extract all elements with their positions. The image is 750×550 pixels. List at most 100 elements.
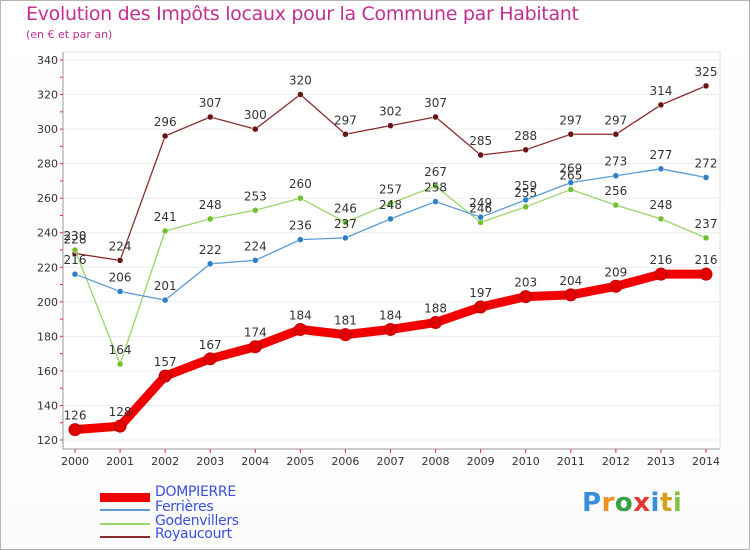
data-point-royaucourt [477, 151, 484, 159]
data-point-godenvillers [297, 194, 304, 202]
legend-swatch-ferrieres [100, 509, 150, 511]
data-point-godenvillers [206, 215, 214, 223]
brand-letter: x [633, 488, 651, 518]
data-point-ferrieres [161, 296, 169, 304]
data-point-godenvillers [161, 227, 169, 235]
data-point-royaucourt [702, 82, 710, 90]
data-label-dompierre: 204 [559, 274, 582, 288]
data-label-royaucourt: 302 [379, 105, 402, 119]
data-point-royaucourt [612, 131, 620, 138]
x-tick-label: 2000 [61, 455, 89, 468]
brand-logo: Proxiti [582, 488, 682, 518]
data-point-royaucourt [161, 132, 169, 140]
data-point-godenvillers [252, 207, 259, 214]
data-label-dompierre: 184 [289, 308, 312, 322]
data-label-ferrieres: 236 [289, 219, 312, 233]
plot-area [62, 51, 721, 450]
legend-label-dompierre: DOMPIERRE [155, 484, 236, 500]
data-label-godenvillers: 164 [109, 343, 132, 357]
data-label-godenvillers: 246 [469, 201, 492, 215]
legend-swatch-dompierre [100, 493, 150, 502]
data-point-ferrieres [297, 236, 304, 243]
y-tick-label: 180 [37, 330, 58, 343]
data-label-royaucourt: 297 [604, 113, 627, 127]
x-tick-label: 2003 [196, 455, 224, 468]
y-tick-label: 120 [37, 434, 58, 447]
data-label-dompierre: 181 [334, 314, 357, 328]
data-point-dompierre [654, 267, 668, 281]
data-point-ferrieres [657, 165, 665, 173]
data-label-godenvillers: 248 [649, 198, 672, 212]
data-point-ferrieres [432, 198, 439, 205]
x-tick-label: 2005 [286, 455, 314, 468]
data-point-ferrieres [71, 270, 79, 278]
data-point-dompierre [519, 290, 533, 304]
data-label-royaucourt: 307 [424, 96, 447, 110]
data-label-dompierre: 203 [514, 276, 537, 290]
data-point-ferrieres [612, 172, 620, 179]
data-label-godenvillers: 230 [64, 229, 87, 243]
data-point-ferrieres [522, 196, 529, 204]
legend-label-royaucourt: Royaucourt [155, 526, 232, 542]
data-point-royaucourt [567, 131, 575, 138]
data-label-royaucourt: 297 [559, 113, 582, 127]
brand-letter: i [672, 488, 683, 518]
y-tick-label: 260 [37, 192, 58, 205]
data-label-dompierre: 167 [199, 338, 222, 352]
data-point-royaucourt [387, 122, 394, 129]
x-tick-label: 2004 [241, 455, 269, 468]
data-label-ferrieres: 258 [424, 181, 447, 195]
data-point-ferrieres [252, 257, 259, 264]
brand-letter: P [582, 488, 602, 518]
y-tick-label: 320 [37, 89, 58, 102]
data-label-ferrieres: 277 [649, 148, 672, 162]
data-label-royaucourt: 320 [289, 74, 312, 88]
data-point-ferrieres [116, 288, 124, 295]
data-point-ferrieres [702, 174, 710, 181]
data-point-dompierre [564, 288, 578, 302]
data-label-godenvillers: 248 [199, 198, 222, 212]
brand-letter: r [601, 488, 615, 518]
data-point-dompierre [338, 328, 352, 342]
data-point-royaucourt [432, 113, 439, 121]
data-point-royaucourt [252, 125, 259, 133]
y-tick-label: 140 [37, 399, 58, 412]
data-point-godenvillers [702, 234, 710, 242]
data-label-ferrieres: 273 [604, 155, 627, 169]
data-label-royaucourt: 314 [649, 84, 672, 98]
x-tick-label: 2013 [647, 455, 675, 468]
y-tick-label: 300 [37, 123, 58, 136]
data-label-ferrieres: 206 [109, 270, 132, 284]
data-point-godenvillers [522, 203, 529, 211]
data-label-royaucourt: 224 [109, 239, 132, 253]
data-label-dompierre: 216 [649, 253, 672, 267]
data-point-dompierre [203, 352, 217, 366]
data-point-royaucourt [206, 113, 214, 121]
legend-swatch-royaucourt [100, 536, 150, 538]
x-tick-label: 2009 [467, 455, 495, 468]
x-tick-label: 2002 [151, 455, 179, 468]
data-label-dompierre: 188 [424, 302, 447, 316]
data-point-godenvillers [612, 201, 620, 209]
data-label-dompierre: 216 [695, 253, 718, 267]
x-tick-label: 2008 [422, 455, 450, 468]
y-tick-label: 220 [37, 261, 58, 274]
data-point-ferrieres [387, 215, 394, 223]
data-label-godenvillers: 246 [334, 201, 357, 215]
brand-letter: t [659, 488, 673, 518]
data-label-godenvillers: 237 [695, 217, 718, 231]
data-point-ferrieres [567, 179, 575, 186]
data-label-dompierre: 184 [379, 308, 402, 322]
data-label-godenvillers: 255 [514, 186, 537, 200]
data-point-dompierre [293, 322, 307, 336]
data-point-dompierre [699, 267, 713, 281]
data-point-godenvillers [432, 182, 439, 190]
data-label-ferrieres: 201 [154, 279, 177, 293]
data-label-ferrieres: 216 [64, 253, 87, 267]
x-tick-label: 2010 [512, 455, 540, 468]
data-label-godenvillers: 241 [154, 210, 177, 224]
data-point-dompierre [113, 419, 127, 433]
data-label-dompierre: 209 [604, 265, 627, 279]
data-label-dompierre: 197 [469, 286, 492, 300]
data-point-dompierre [248, 340, 262, 354]
